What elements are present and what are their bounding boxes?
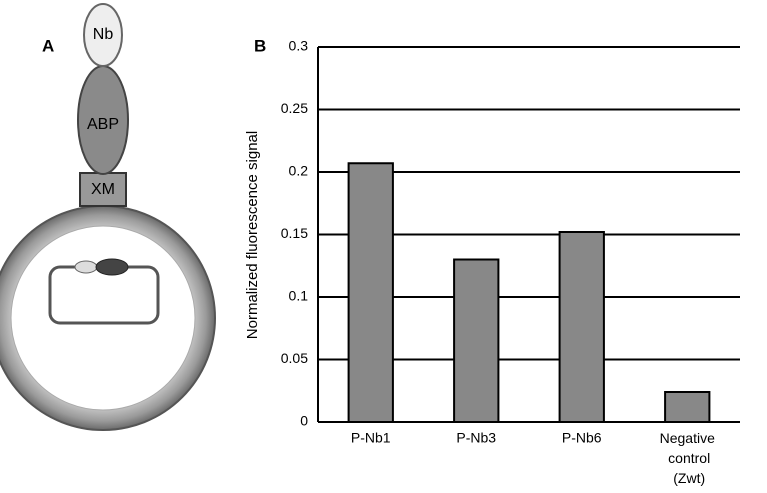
- y-tick-label: 0.3: [289, 38, 309, 54]
- node-label: Nb: [93, 26, 114, 43]
- panel-label: A: [42, 36, 54, 55]
- y-tick-label: 0.25: [281, 100, 308, 116]
- nb-ellipse: [83, 3, 123, 67]
- panel-label: B: [254, 36, 266, 55]
- bar: [453, 258, 500, 423]
- xm-box: [79, 172, 127, 207]
- y-tick-label: 0.1: [289, 288, 309, 304]
- y-axis-label: Normalized fluorescence signal: [244, 131, 261, 339]
- x-tick-label: Negative control (Zwt): [660, 430, 715, 486]
- bar: [558, 231, 605, 423]
- bar: [664, 391, 711, 423]
- gene-small: [74, 260, 98, 274]
- bar: [347, 162, 394, 423]
- node-label: XM: [91, 181, 115, 198]
- y-tick-label: 0.15: [281, 225, 308, 241]
- y-tick-label: 0.2: [289, 163, 309, 179]
- panel-a: A Nb ABP XM: [0, 3, 216, 431]
- gene-large: [95, 258, 129, 276]
- x-tick-label: P-Nb3: [456, 430, 496, 446]
- x-tick-label: P-Nb1: [351, 430, 391, 446]
- x-tick-label: P-Nb6: [562, 430, 602, 446]
- cell-interior: [10, 225, 196, 411]
- y-tick-label: 0.05: [281, 350, 308, 366]
- y-tick-label: 0: [300, 413, 308, 429]
- node-label: ABP: [87, 116, 119, 133]
